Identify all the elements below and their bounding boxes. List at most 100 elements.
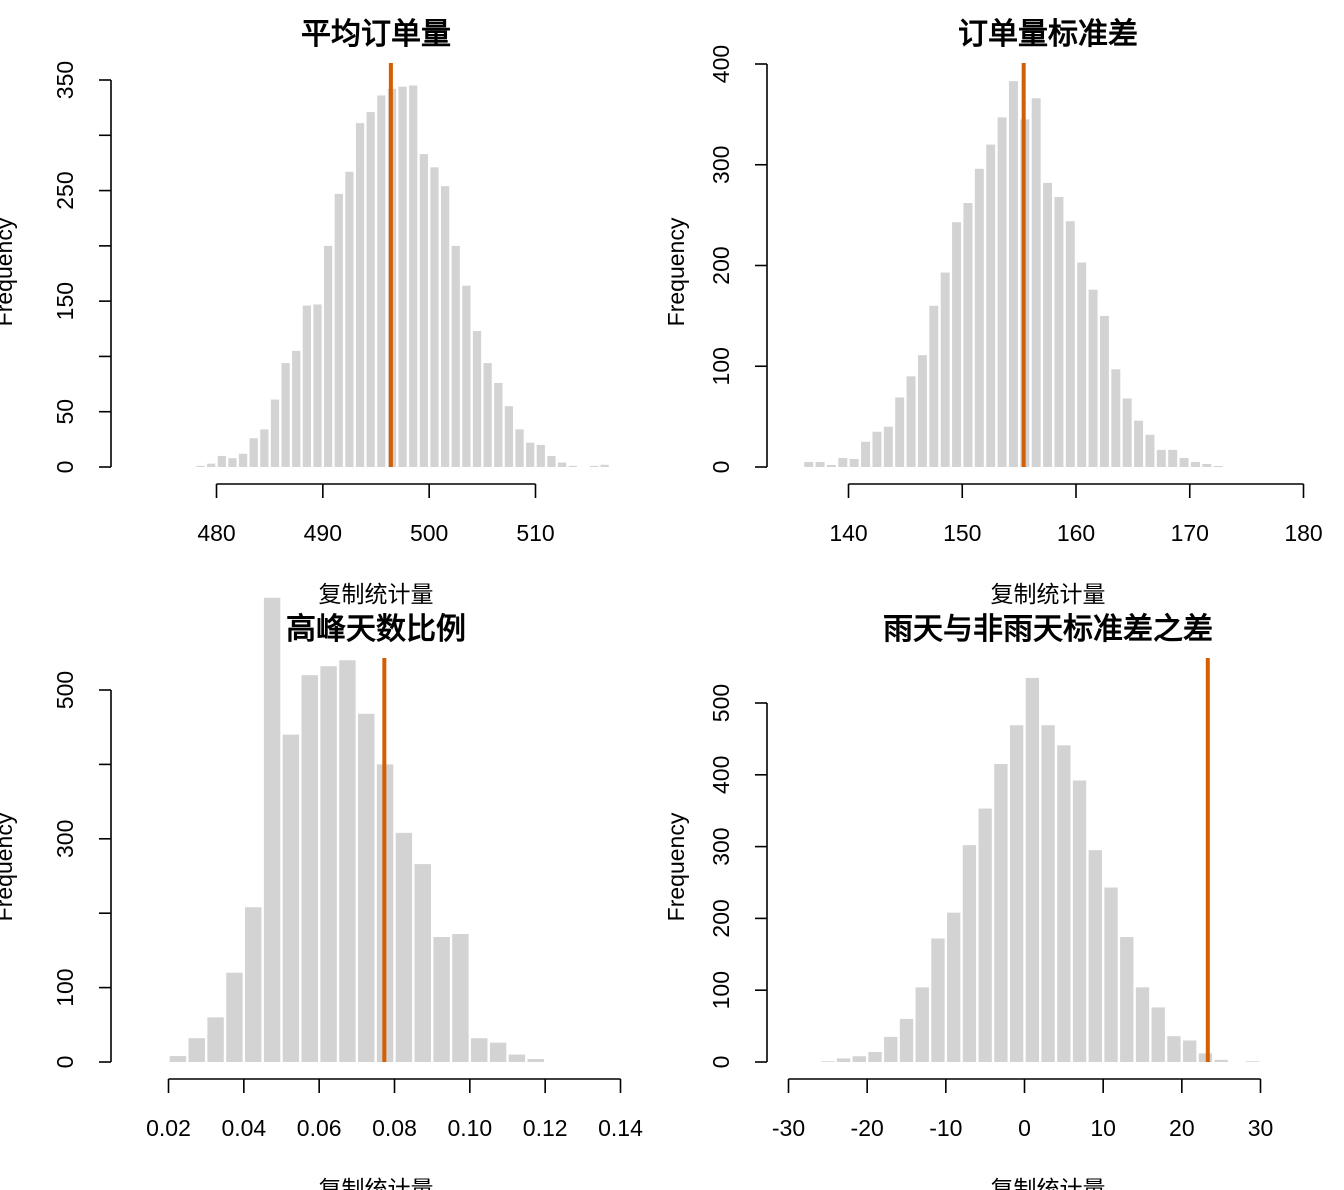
histogram-bar: [1043, 182, 1053, 467]
histogram-bar: [836, 1058, 851, 1062]
histogram-bar: [260, 429, 269, 467]
histogram-bars: [196, 85, 609, 468]
histogram-bar: [196, 465, 205, 467]
histogram-bar: [217, 455, 226, 467]
panel-2: 订单量标准差 0 100 200 300 400 140 150 160 170 180 复制统…: [663, 18, 1323, 607]
y-axis: 0 100 300 500: [52, 671, 112, 1068]
histogram-bar: [1202, 463, 1212, 467]
histogram-bar: [994, 764, 1008, 1062]
histogram-bar: [452, 934, 469, 1062]
histogram-bar: [1025, 677, 1040, 1062]
panel-4: 雨天与非雨天标准差之差 0 100 200 300 400 500 -30 -20 -10 0 1…: [663, 612, 1273, 1190]
histogram-bar: [547, 455, 556, 467]
histogram-bar: [872, 431, 882, 467]
histogram-bar: [430, 167, 439, 467]
histogram-bar: [536, 444, 545, 467]
histogram-bar: [1120, 937, 1134, 1062]
histogram-bars: [821, 677, 1260, 1062]
y-tick-label: 300: [708, 827, 734, 865]
histogram-bar: [398, 86, 407, 467]
y-axis: 0 100 200 300 400: [708, 45, 768, 473]
histogram-bar: [281, 363, 290, 467]
histogram-bar: [915, 987, 929, 1062]
histogram-bar: [1183, 1040, 1197, 1062]
y-tick-label: 0: [52, 461, 78, 474]
y-tick-label: 500: [52, 671, 78, 709]
histogram-bar: [947, 912, 961, 1062]
y-axis-label: Frequency: [0, 812, 17, 921]
x-tick-label: 30: [1248, 1115, 1274, 1141]
histogram-bar: [226, 972, 243, 1062]
histogram-bar: [334, 193, 343, 467]
x-tick-label: 490: [304, 520, 342, 546]
y-axis-label: Frequency: [663, 812, 689, 921]
histogram-bar: [228, 458, 237, 467]
histogram-bar: [494, 382, 503, 467]
histogram-bar: [1111, 369, 1121, 467]
histogram-bar: [441, 186, 450, 467]
histogram-bars: [169, 597, 544, 1062]
x-tick-label: 0.04: [221, 1115, 266, 1141]
x-tick-label: 160: [1057, 520, 1095, 546]
histogram-bar: [852, 1056, 866, 1062]
histogram-bar: [804, 461, 814, 467]
histogram-bar: [245, 907, 262, 1062]
histogram-bar: [339, 660, 356, 1062]
histogram-bar: [358, 713, 375, 1062]
panel-title: 高峰天数比例: [286, 613, 466, 646]
histogram-bar: [962, 845, 977, 1062]
x-tick-label: 0: [1018, 1115, 1031, 1141]
histogram-bar: [263, 597, 281, 1062]
x-axis: 140 150 160 170 180: [829, 483, 1323, 546]
panel-title: 订单量标准差: [958, 18, 1138, 51]
histogram-bar: [861, 441, 871, 467]
histogram-bar: [1104, 887, 1118, 1062]
y-tick-label: 400: [708, 756, 734, 794]
x-tick-label: 510: [516, 520, 554, 546]
histogram-bar: [1072, 780, 1087, 1062]
y-tick-label: 0: [708, 1056, 734, 1069]
histogram-bar: [1168, 449, 1178, 467]
x-tick-label: 0.10: [447, 1115, 492, 1141]
histogram-bar: [838, 457, 848, 467]
x-axis: 0.02 0.04 0.06 0.08 0.10 0.12 0.14: [146, 1078, 643, 1141]
histogram-bar: [1179, 457, 1189, 467]
histogram-bar: [821, 1061, 835, 1062]
histogram-bars: [804, 81, 1223, 468]
y-tick-label: 200: [708, 899, 734, 937]
histogram-bar: [1190, 461, 1200, 467]
histogram-bar: [1213, 465, 1223, 467]
histogram-bar: [978, 808, 992, 1062]
panel-title: 平均订单量: [301, 18, 451, 51]
histogram-bar: [1009, 725, 1024, 1062]
histogram-bar: [526, 442, 535, 467]
histogram-bar: [1065, 221, 1075, 467]
histogram-bar: [1198, 1053, 1213, 1062]
histogram-bar: [1122, 398, 1132, 467]
y-tick-label: 300: [52, 820, 78, 858]
y-tick-label: 500: [708, 684, 734, 722]
x-tick-label: 140: [829, 520, 867, 546]
y-tick-label: 100: [708, 347, 734, 385]
x-tick-label: 170: [1171, 520, 1209, 546]
histogram-bar: [462, 285, 471, 467]
x-tick-label: 0.08: [372, 1115, 417, 1141]
histogram-bar: [249, 438, 258, 467]
histogram-bar: [884, 1036, 898, 1062]
histogram-bar: [324, 245, 333, 467]
histogram-bar: [471, 1038, 488, 1062]
histogram-bar: [451, 245, 460, 467]
histogram-bar: [1145, 434, 1155, 467]
x-tick-label: 0.02: [146, 1115, 191, 1141]
y-tick-label: 50: [52, 399, 78, 425]
histogram-bar: [986, 144, 996, 467]
x-axis: -30 -20 -10 0 10 20 30: [772, 1078, 1274, 1141]
histogram-bar: [826, 464, 836, 467]
y-tick-label: 100: [708, 971, 734, 1009]
histogram-bar: [355, 123, 365, 468]
histogram-bar: [527, 1059, 544, 1062]
histogram-bar: [366, 112, 375, 467]
histogram-bar: [883, 426, 893, 467]
histogram-bar: [508, 1054, 526, 1062]
